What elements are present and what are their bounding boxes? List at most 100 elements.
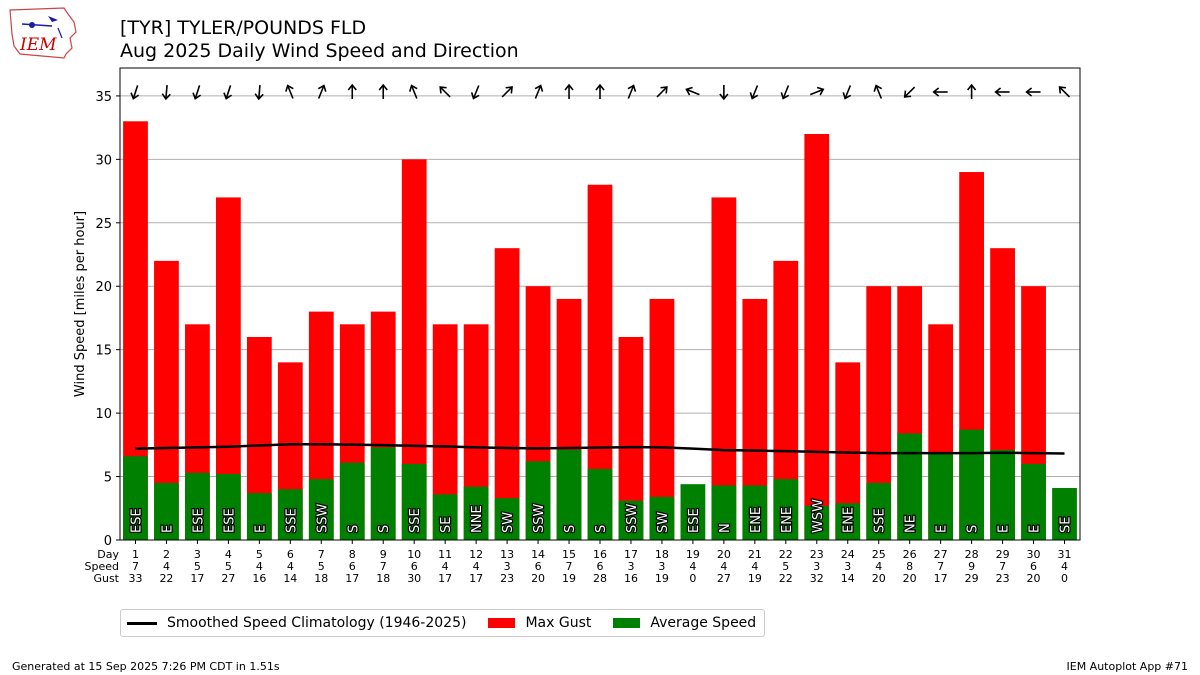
speed-bar: [216, 474, 241, 540]
speed-bar: [463, 486, 489, 540]
x-table-value: 4: [1061, 560, 1068, 573]
speed-bar: [308, 479, 334, 540]
direction-arrow: [719, 85, 729, 101]
x-table-value: 14: [283, 572, 297, 585]
x-table-value: 7: [566, 560, 573, 573]
x-table-value: 4: [225, 548, 232, 561]
x-table-value: 20: [903, 572, 917, 585]
x-table-value: 6: [287, 548, 294, 561]
x-table-value: 4: [689, 560, 696, 573]
direction-label: E: [935, 525, 950, 533]
direction-label: S: [346, 525, 361, 533]
speed-bar: [246, 493, 272, 540]
speed-bar: [370, 447, 396, 540]
x-table-value: 20: [531, 572, 545, 585]
arrow-head: [161, 93, 171, 101]
speed-bar: [277, 489, 303, 540]
x-table-value: 20: [717, 548, 731, 561]
arrow-head: [505, 86, 513, 94]
y-tick-label: 30: [95, 153, 112, 168]
x-table-value: 3: [194, 548, 201, 561]
x-table-value: 31: [1058, 548, 1072, 561]
x-table-value: 2: [163, 548, 170, 561]
x-table-value: 6: [411, 560, 418, 573]
x-table-value: 5: [782, 560, 789, 573]
arrow-shaft: [627, 85, 635, 99]
x-table-value: 3: [658, 560, 665, 573]
arrow-shaft: [751, 85, 759, 99]
speed-bar: [494, 498, 520, 540]
x-table-value: 19: [655, 572, 669, 585]
legend-item-gust: Max Gust: [488, 615, 591, 631]
speed-bar: [618, 500, 644, 540]
x-table-value: 30: [407, 572, 421, 585]
speed-bar: [711, 485, 737, 540]
direction-label: S: [563, 525, 578, 533]
arrow-shaft: [656, 86, 668, 98]
x-table-value: 4: [442, 560, 449, 573]
direction-arrow: [378, 83, 388, 99]
arrow-head: [564, 83, 574, 91]
x-table-value: 14: [841, 572, 855, 585]
x-table-value: 16: [624, 572, 638, 585]
direction-arrow: [932, 87, 948, 97]
x-table-value: 25: [872, 548, 886, 561]
speed-bar: [773, 479, 799, 540]
x-table-value: 13: [500, 548, 514, 561]
speed-bar: [742, 485, 768, 540]
x-table-value: 7: [937, 560, 944, 573]
y-tick-label: 10: [95, 407, 112, 422]
arrow-head: [439, 86, 447, 94]
x-table-value: 7: [318, 548, 325, 561]
x-table-value: 18: [314, 572, 328, 585]
arrow-head: [994, 87, 1002, 97]
direction-arrow: [685, 86, 700, 96]
x-table-value: 32: [810, 572, 824, 585]
direction-arrow: [317, 84, 327, 99]
iem-logo: IEM: [8, 6, 80, 60]
arrow-head: [932, 87, 940, 97]
y-tick-label: 35: [95, 90, 112, 105]
x-table-value: 4: [751, 560, 758, 573]
direction-label: S: [377, 525, 392, 533]
direction-label: NNE: [470, 505, 485, 533]
speed-bar: [990, 449, 1015, 540]
y-axis: 0 5 10 15 20 25 30 35: [95, 90, 120, 549]
x-table-value: 4: [720, 560, 727, 573]
x-axis-table: 1733242235174527541664147518861797181063…: [85, 540, 1072, 585]
direction-label: SSW: [625, 503, 640, 533]
bars: [123, 121, 1077, 541]
gust-bar: [494, 248, 520, 540]
arrow-head: [595, 83, 605, 91]
direction-arrow: [254, 84, 264, 101]
x-table-value: 6: [349, 560, 356, 573]
arrow-shaft: [257, 84, 261, 100]
x-table-value: 5: [318, 560, 325, 573]
x-table-value: 4: [256, 560, 263, 573]
arrow-shaft: [225, 85, 232, 99]
arrow-head: [534, 84, 544, 92]
arrow-head: [223, 92, 233, 100]
direction-label: SE: [1059, 517, 1074, 533]
legend-item-climatology: Smoothed Speed Climatology (1946-2025): [127, 615, 466, 631]
arrow-shaft: [410, 85, 418, 99]
direction-label: E: [160, 525, 175, 533]
arrow-head: [842, 92, 852, 100]
direction-arrow: [903, 86, 916, 98]
x-table-value: 3: [844, 560, 851, 573]
arrow-head: [627, 84, 637, 92]
direction-arrows: [130, 83, 1071, 101]
direction-label: E: [1028, 525, 1043, 533]
speed-bar: [835, 503, 861, 540]
arrow-shaft: [286, 85, 294, 99]
x-table-value: 4: [473, 560, 480, 573]
x-table-value: 8: [906, 560, 913, 573]
footer-app: IEM Autoplot App #71: [1066, 660, 1189, 673]
arrow-head: [966, 83, 977, 91]
x-table-value: 7: [999, 560, 1006, 573]
direction-arrow: [470, 85, 480, 100]
x-table-value: 23: [500, 572, 514, 585]
x-table-value: 12: [469, 548, 483, 561]
x-table-value: 10: [407, 548, 421, 561]
logo-text: IEM: [19, 35, 57, 55]
